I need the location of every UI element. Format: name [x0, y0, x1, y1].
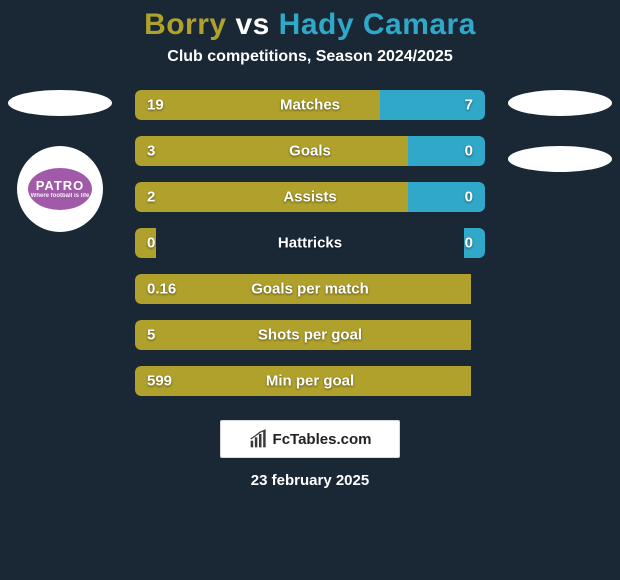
bar-label: Goals per match — [251, 281, 369, 298]
footer-brand-badge: FcTables.com — [220, 420, 400, 458]
bar-label: Min per goal — [266, 373, 354, 390]
bar-row: 3 0 Goals — [135, 136, 485, 166]
bar-left-fill — [135, 136, 408, 166]
footer-brand-text: FcTables.com — [273, 431, 372, 448]
bar-right-value: 0 — [465, 189, 473, 206]
comparison-area: PATRO Where football is life 19 7 Matches 3… — [0, 90, 620, 396]
footer-date: 23 february 2025 — [0, 472, 620, 489]
bar-right-value: 0 — [465, 143, 473, 160]
title-player1: Borry — [144, 8, 227, 41]
bar-right-value: 7 — [465, 97, 473, 114]
bar-label: Hattricks — [278, 235, 342, 252]
bar-row: 19 7 Matches — [135, 90, 485, 120]
bar-row: 0 0 Hattricks — [135, 228, 485, 258]
bar-row: 5 Shots per goal — [135, 320, 485, 350]
bar-right-value: 0 — [465, 235, 473, 252]
bar-left-fill — [135, 182, 408, 212]
bar-left-value: 0.16 — [147, 281, 176, 298]
subtitle: Club competitions, Season 2024/2025 — [0, 48, 620, 66]
page-title: Borry vs Hady Camara — [0, 8, 620, 42]
content-container: Borry vs Hady Camara Club competitions, … — [0, 0, 620, 580]
bar-left-value: 599 — [147, 373, 172, 390]
bar-label: Goals — [289, 143, 331, 160]
bar-left-value: 0 — [147, 235, 155, 252]
left-club-badge-inner: PATRO Where football is life — [28, 168, 92, 210]
title-player2: Hady Camara — [279, 8, 476, 41]
bar-left-value: 5 — [147, 327, 155, 344]
bar-left-fill — [135, 90, 380, 120]
left-side-column: PATRO Where football is life — [8, 90, 112, 232]
bar-left-value: 19 — [147, 97, 164, 114]
bar-label: Shots per goal — [258, 327, 362, 344]
bar-label: Matches — [280, 97, 340, 114]
fctables-logo-icon — [249, 429, 269, 449]
comparison-bars: 19 7 Matches 3 0 Goals 2 0 Assists 0 0 Hattricks 0.1… — [135, 90, 485, 396]
bar-row: 599 Min per goal — [135, 366, 485, 396]
bar-left-value: 2 — [147, 189, 155, 206]
bar-left-value: 3 — [147, 143, 155, 160]
bar-right-fill — [408, 136, 485, 166]
club-badge-top-text: PATRO — [36, 179, 85, 193]
bar-label: Assists — [283, 189, 336, 206]
bar-row: 2 0 Assists — [135, 182, 485, 212]
bar-right-fill — [408, 182, 485, 212]
right-side-column — [508, 90, 612, 172]
left-club-badge: PATRO Where football is life — [17, 146, 103, 232]
bar-row: 0.16 Goals per match — [135, 274, 485, 304]
right-player-ellipse-2 — [508, 146, 612, 172]
club-badge-bot-text: Where football is life — [31, 193, 90, 199]
right-player-ellipse-1 — [508, 90, 612, 116]
left-player-ellipse — [8, 90, 112, 116]
title-vs: vs — [235, 8, 269, 41]
